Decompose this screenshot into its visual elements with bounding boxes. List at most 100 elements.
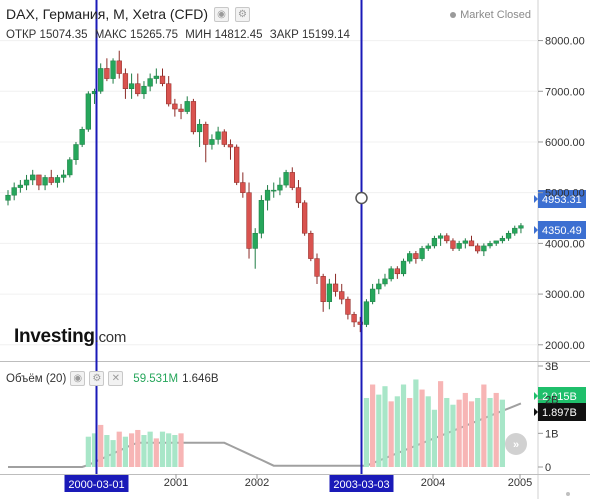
date-tag-left: 2000-03-01	[68, 479, 124, 491]
settings-icon[interactable]: ⚙	[89, 371, 105, 386]
close-value: 15199.14	[301, 29, 350, 41]
price-tick-label: 8000.00	[545, 36, 585, 48]
crosshair-point	[355, 191, 368, 205]
volume-ma-tag: 1.897B	[542, 407, 577, 419]
candle-body	[246, 192, 252, 249]
volume-bar	[394, 396, 400, 467]
candle-body	[234, 146, 240, 183]
candle-body	[79, 129, 85, 145]
candle-body	[209, 139, 215, 145]
candle-body	[184, 101, 190, 112]
candle-body	[394, 268, 400, 275]
candle-body	[5, 194, 11, 201]
volume-header: Объём (20) ◉ ⚙ ✕ 59.531M 1.646B	[6, 371, 219, 386]
candle-body	[67, 159, 73, 176]
candle-body	[419, 248, 425, 259]
volume-bar	[110, 440, 116, 467]
time-tick-label: 2002	[245, 477, 269, 489]
candle-body	[388, 268, 394, 280]
candle-body	[481, 245, 487, 252]
candle-body	[116, 60, 122, 74]
volume-bar	[444, 397, 450, 467]
candle-body	[227, 144, 234, 148]
candle-body	[382, 278, 388, 285]
volume-ma-tag-bg	[538, 403, 586, 421]
volume-bar	[499, 399, 505, 467]
volume-bar	[481, 384, 487, 467]
candle-body	[363, 301, 370, 325]
volume-last-tag-bg	[538, 387, 586, 405]
price-tick-label: 3000.00	[545, 289, 585, 301]
candle-body	[499, 238, 506, 242]
candle-body	[376, 283, 382, 290]
candle-body	[444, 235, 450, 242]
candle-body	[60, 174, 67, 178]
volume-bar	[425, 396, 431, 467]
high-value: 15265.75	[130, 29, 179, 41]
candle-body	[437, 235, 444, 239]
volume-bar	[493, 392, 499, 467]
close-icon[interactable]: ✕	[108, 371, 124, 386]
volume-bar	[178, 433, 184, 467]
candle-body	[400, 260, 407, 275]
candle-body	[166, 83, 172, 105]
candle-body	[147, 78, 153, 87]
candle-body	[196, 123, 203, 133]
candle-body	[283, 172, 289, 186]
candle-body	[30, 174, 36, 181]
instrument-title[interactable]: DAX, Германия, M, Xetra (CFD)	[6, 6, 208, 22]
candle-body	[301, 202, 308, 234]
candle-body	[203, 123, 209, 145]
candle-body	[11, 187, 17, 196]
last-price-tag-pointer	[534, 226, 538, 234]
volume-bar	[370, 384, 376, 467]
candle-body	[475, 245, 481, 252]
candle-body	[407, 253, 413, 262]
time-tick-label: 2004	[421, 477, 445, 489]
status-dot-icon	[450, 12, 457, 19]
candle-body	[425, 245, 431, 249]
market-status: Market Closed	[450, 9, 531, 21]
candle-body	[128, 83, 135, 89]
price-tick-label: 5000.00	[545, 188, 585, 200]
investing-logo: Investing.com	[14, 326, 126, 348]
candle-body	[122, 73, 129, 89]
volume-bar	[116, 431, 122, 467]
candle-body	[295, 187, 302, 204]
double-chevron-right-icon: »	[513, 439, 519, 451]
candle-body	[277, 184, 283, 191]
volume-bar	[172, 435, 178, 467]
candle-body	[314, 258, 320, 277]
chart-header: DAX, Германия, M, Xetra (CFD) ◉ ⚙	[6, 6, 250, 22]
eye-icon[interactable]: ◉	[214, 6, 229, 22]
volume-bar	[419, 389, 425, 467]
volume-bar	[159, 431, 166, 467]
price-tick-label: 7000.00	[545, 86, 585, 98]
volume-bar	[382, 386, 388, 467]
candle-body	[240, 182, 246, 193]
candle-body	[153, 75, 159, 79]
eye-icon[interactable]: ◉	[70, 371, 86, 386]
time-tick-label: 2005	[508, 477, 532, 489]
candle-body	[258, 200, 265, 234]
candle-body	[431, 238, 438, 247]
candle-body	[332, 283, 339, 292]
scroll-to-end-button[interactable]: »	[505, 433, 527, 455]
low-value: 14812.45	[214, 29, 263, 41]
volume-bar	[166, 433, 172, 467]
candle-body	[110, 60, 116, 79]
volume-tick-label: 3B	[545, 361, 558, 373]
volume-last-tag-pointer	[534, 392, 538, 400]
ohlc-readout: ОТКР 15074.35 МАКС 15265.75 МИН 14812.45…	[6, 29, 354, 41]
volume-bar	[407, 397, 413, 467]
volume-title[interactable]: Объём (20)	[6, 372, 67, 385]
candle-body	[159, 75, 166, 84]
price-tick-label: 4000.00	[545, 238, 585, 250]
volume-bar	[468, 401, 475, 467]
candle-body	[369, 288, 376, 302]
volume-bar	[147, 431, 153, 467]
settings-icon[interactable]: ⚙	[235, 6, 250, 22]
crosshair-price-tag: 4953.31	[542, 194, 582, 206]
last-price-tag-bg	[538, 221, 586, 239]
